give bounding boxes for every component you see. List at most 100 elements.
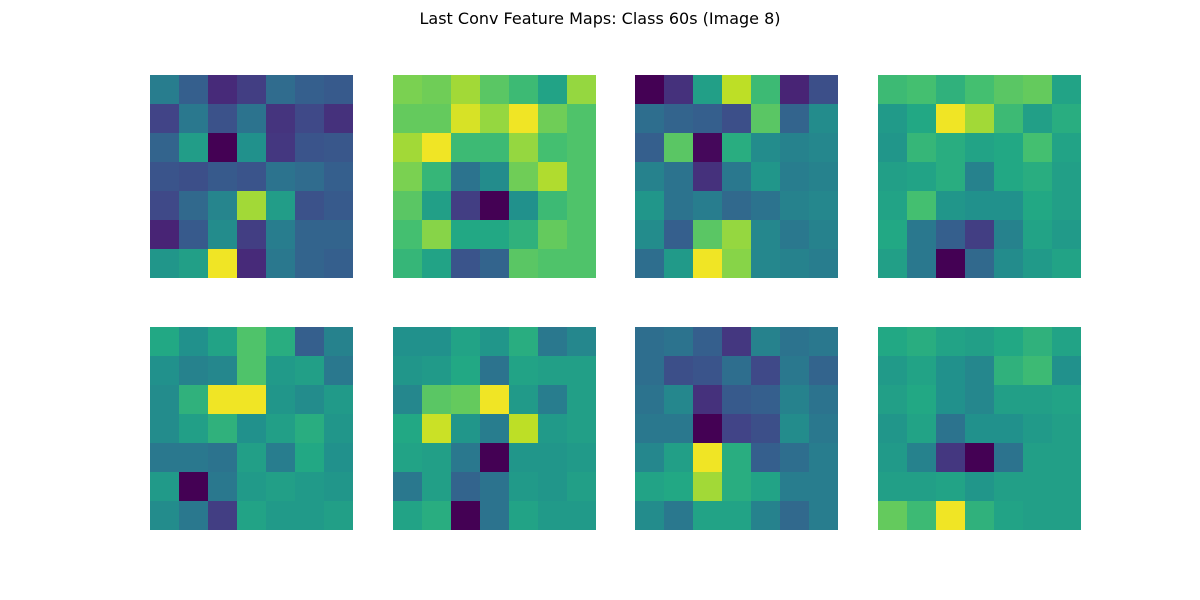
heatmap-cell [324, 104, 353, 134]
heatmap-cell [422, 75, 452, 105]
heatmap-cell [295, 133, 325, 163]
heatmap-cell [480, 104, 510, 134]
heatmap-cell [664, 104, 694, 134]
heatmap-cell [179, 191, 209, 221]
heatmap-cell [179, 385, 209, 415]
feature-map-1 [150, 75, 353, 278]
heatmap-cell [780, 220, 810, 250]
heatmap-cell [295, 249, 325, 278]
heatmap-cell [780, 249, 810, 278]
heatmap-cell [809, 75, 838, 105]
heatmap-cell [751, 414, 781, 444]
heatmap-cell [664, 414, 694, 444]
heatmap-cell [509, 162, 539, 192]
heatmap-cell [266, 75, 296, 105]
heatmap-cell [393, 162, 423, 192]
heatmap-cell [878, 191, 908, 221]
heatmap-cell [722, 75, 752, 105]
heatmap-cell [936, 327, 966, 357]
heatmap-cell [936, 104, 966, 134]
heatmap-cell [567, 75, 596, 105]
heatmap-cell [480, 414, 510, 444]
heatmap-cell [422, 191, 452, 221]
heatmap-cell [451, 249, 481, 278]
heatmap-cell [994, 356, 1024, 386]
figure-title: Last Conv Feature Maps: Class 60s (Image… [419, 9, 781, 28]
feature-map-7 [635, 327, 838, 530]
heatmap-cell [208, 443, 238, 473]
heatmap-cell [780, 385, 810, 415]
heatmap-cell [635, 75, 665, 105]
heatmap-cell [509, 443, 539, 473]
heatmap-cell [324, 472, 353, 502]
heatmap-cell [907, 472, 937, 502]
heatmap-cell [965, 327, 995, 357]
heatmap-cell [422, 472, 452, 502]
heatmap-cell [1052, 191, 1081, 221]
heatmap-cell [422, 443, 452, 473]
heatmap-cell [780, 327, 810, 357]
heatmap-cell [878, 472, 908, 502]
heatmap-cell [722, 220, 752, 250]
heatmap-cell [780, 75, 810, 105]
heatmap-cell [664, 162, 694, 192]
heatmap-cell [809, 385, 838, 415]
heatmap-cell [237, 327, 267, 357]
heatmap-cell [150, 501, 180, 530]
heatmap-cell [878, 249, 908, 278]
heatmap-cell [780, 104, 810, 134]
heatmap-cell [324, 191, 353, 221]
heatmap-cell [567, 501, 596, 530]
heatmap-cell [635, 220, 665, 250]
heatmap-cell [780, 501, 810, 530]
heatmap-cell [567, 220, 596, 250]
heatmap-cell [324, 249, 353, 278]
heatmap-cell [1052, 104, 1081, 134]
heatmap-cell [693, 385, 723, 415]
heatmap-cell [693, 162, 723, 192]
heatmap-cell [509, 249, 539, 278]
feature-map-svg [635, 327, 838, 530]
heatmap-cell [509, 75, 539, 105]
heatmap-cell [693, 249, 723, 278]
heatmap-cell [179, 133, 209, 163]
heatmap-cell [1023, 75, 1053, 105]
heatmap-cell [567, 385, 596, 415]
heatmap-cell [722, 356, 752, 386]
heatmap-cell [567, 414, 596, 444]
heatmap-cell [693, 75, 723, 105]
heatmap-cell [150, 133, 180, 163]
heatmap-cell [693, 472, 723, 502]
heatmap-cell [1023, 133, 1053, 163]
heatmap-cell [936, 75, 966, 105]
heatmap-cell [324, 501, 353, 530]
heatmap-cell [878, 443, 908, 473]
heatmap-cell [324, 443, 353, 473]
heatmap-cell [907, 191, 937, 221]
heatmap-cell [878, 385, 908, 415]
heatmap-cell [179, 472, 209, 502]
heatmap-cell [994, 501, 1024, 530]
heatmap-cell [393, 191, 423, 221]
heatmap-cell [237, 414, 267, 444]
heatmap-cell [451, 472, 481, 502]
heatmap-cell [635, 443, 665, 473]
heatmap-cell [664, 220, 694, 250]
heatmap-cell [878, 501, 908, 530]
heatmap-cell [480, 501, 510, 530]
heatmap-cell [422, 162, 452, 192]
heatmap-cell [208, 327, 238, 357]
heatmap-cell [295, 75, 325, 105]
heatmap-cell [664, 191, 694, 221]
heatmap-cell [693, 191, 723, 221]
heatmap-cell [266, 220, 296, 250]
heatmap-cell [295, 414, 325, 444]
heatmap-cell [994, 104, 1024, 134]
heatmap-cell [422, 414, 452, 444]
heatmap-cell [393, 356, 423, 386]
feature-map-8 [878, 327, 1081, 530]
heatmap-cell [393, 75, 423, 105]
heatmap-cell [722, 162, 752, 192]
heatmap-cell [538, 220, 568, 250]
heatmap-cell [693, 327, 723, 357]
